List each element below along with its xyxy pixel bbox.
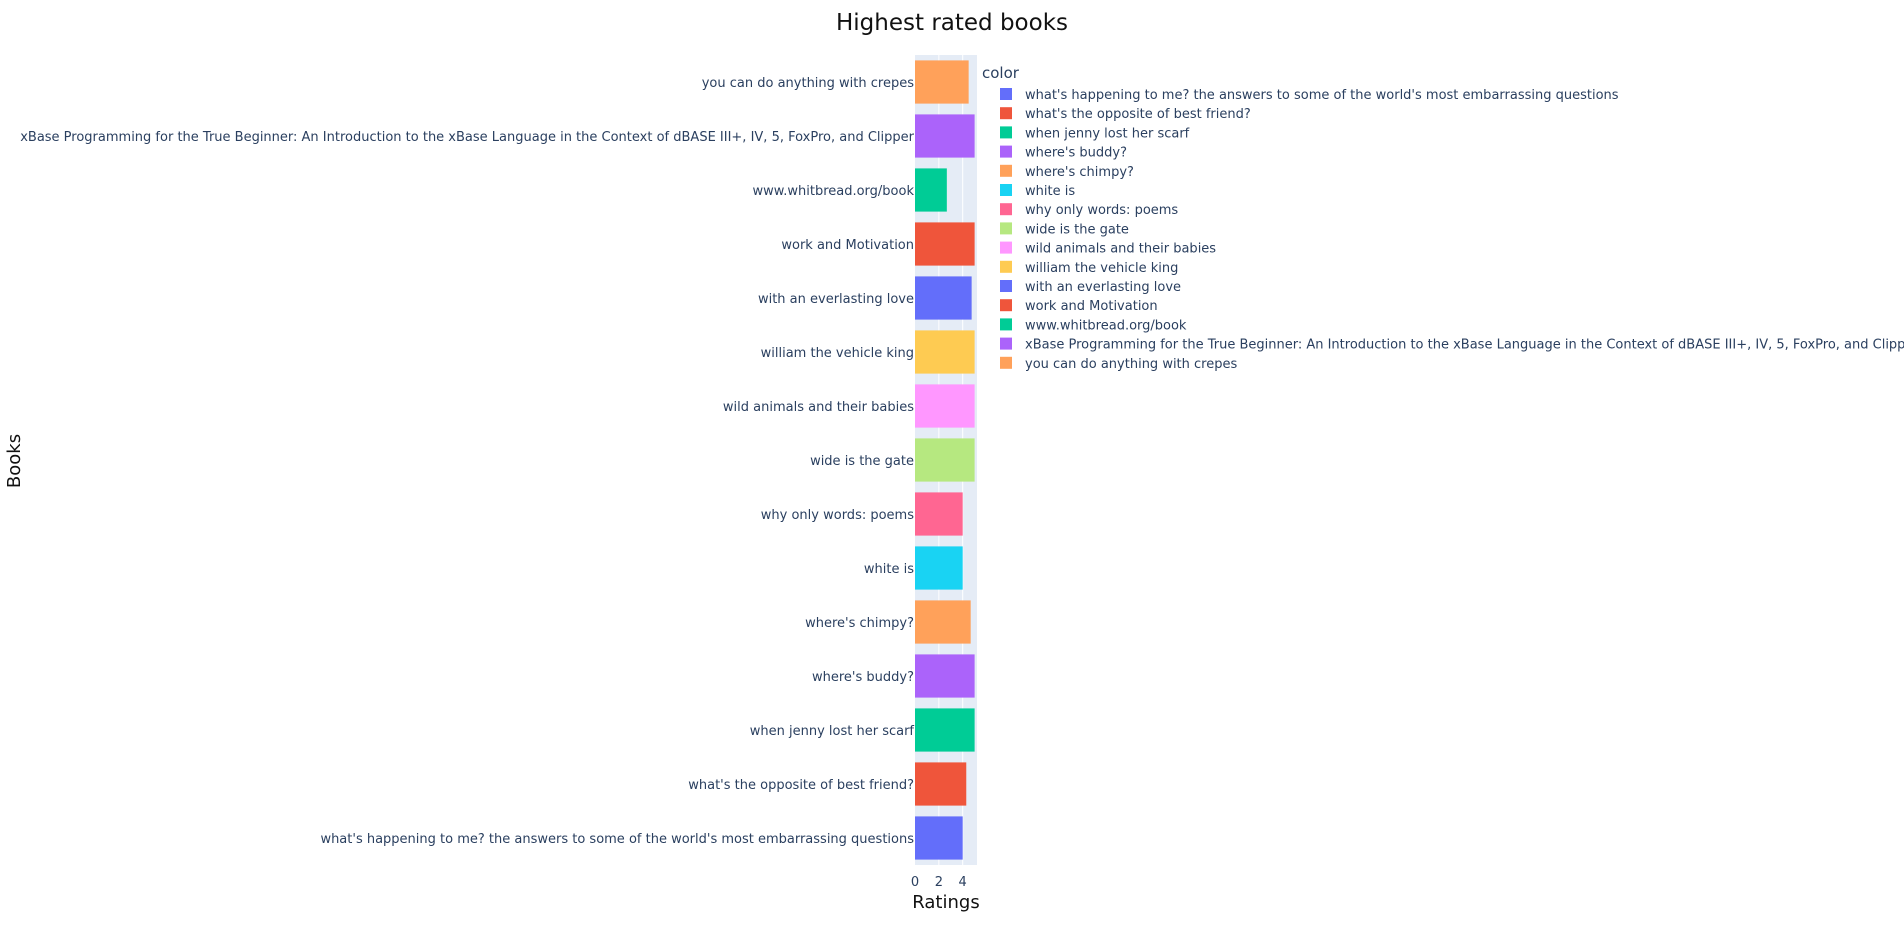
- legend-swatch: [1000, 280, 1012, 292]
- legend-label: you can do anything with crepes: [1025, 357, 1237, 372]
- legend-swatch: [1000, 107, 1012, 120]
- legend-label: why only words: poems: [1025, 203, 1178, 218]
- legend-label: www.whitbread.org/book: [1025, 318, 1187, 333]
- legend-swatch: [1000, 299, 1012, 312]
- legend-swatch: [1000, 88, 1012, 100]
- bar[interactable]: [915, 114, 975, 158]
- legend-swatch: [1000, 203, 1012, 216]
- legend-label: william the vehicle king: [1025, 261, 1178, 276]
- bar[interactable]: [915, 222, 975, 266]
- legend: color what's happening to me? the answer…: [982, 64, 1904, 372]
- legend-item[interactable]: with an everlasting love: [1000, 280, 1181, 295]
- legend-item[interactable]: wild animals and their babies: [1000, 241, 1216, 257]
- x-tick-label: 2: [935, 875, 943, 890]
- legend-item[interactable]: william the vehicle king: [1000, 260, 1178, 276]
- bar[interactable]: [915, 654, 975, 698]
- category-label: wide is the gate: [810, 454, 914, 469]
- bar[interactable]: [915, 276, 972, 320]
- bar[interactable]: [915, 492, 963, 536]
- bar[interactable]: [915, 708, 975, 752]
- bar[interactable]: [915, 438, 975, 482]
- legend-swatch: [1000, 184, 1012, 196]
- legend-item[interactable]: www.whitbread.org/book: [1000, 318, 1187, 333]
- bar[interactable]: [915, 546, 963, 590]
- bar[interactable]: [915, 600, 971, 644]
- legend-item[interactable]: what's happening to me? the answers to s…: [1000, 88, 1619, 103]
- category-label: wild animals and their babies: [723, 400, 914, 415]
- chart-title: Highest rated books: [836, 10, 1068, 36]
- category-label: www.whitbread.org/book: [753, 184, 915, 199]
- category-label: xBase Programming for the True Beginner:…: [20, 130, 914, 145]
- legend-swatch: [1000, 145, 1012, 158]
- legend-item[interactable]: where's buddy?: [1000, 145, 1127, 161]
- category-label: what's the opposite of best friend?: [688, 778, 914, 793]
- category-label: white is: [864, 562, 914, 577]
- bar[interactable]: [915, 330, 975, 374]
- category-label: work and Motivation: [781, 238, 914, 253]
- legend-swatch: [1000, 222, 1012, 235]
- x-tick-label: 0: [911, 875, 919, 890]
- legend-label: white is: [1025, 184, 1075, 199]
- legend-swatch: [1000, 318, 1012, 331]
- category-label: where's buddy?: [812, 670, 914, 685]
- legend-label: work and Motivation: [1025, 299, 1158, 314]
- bar[interactable]: [915, 168, 947, 212]
- category-label: where's chimpy?: [805, 616, 914, 631]
- legend-item[interactable]: you can do anything with crepes: [1000, 356, 1237, 372]
- legend-swatch: [1000, 337, 1012, 350]
- legend-label: xBase Programming for the True Beginner:…: [1025, 338, 1904, 353]
- legend-label: what's happening to me? the answers to s…: [1025, 88, 1619, 103]
- legend-label: wild animals and their babies: [1025, 242, 1216, 257]
- category-label: william the vehicle king: [761, 346, 914, 361]
- legend-swatch: [1000, 164, 1012, 177]
- category-label: what's happening to me? the answers to s…: [320, 832, 914, 847]
- legend-label: what's the opposite of best friend?: [1025, 107, 1251, 122]
- legend-item[interactable]: what's the opposite of best friend?: [1000, 107, 1251, 122]
- x-tick-label: 4: [959, 875, 967, 890]
- legend-item[interactable]: when jenny lost her scarf: [1000, 126, 1190, 141]
- legend-swatch: [1000, 241, 1012, 254]
- legend-item[interactable]: work and Motivation: [1000, 299, 1158, 314]
- legend-swatch: [1000, 260, 1012, 273]
- bar[interactable]: [915, 60, 969, 104]
- legend-title: color: [982, 64, 1020, 82]
- legend-label: where's chimpy?: [1025, 165, 1134, 180]
- bar[interactable]: [915, 816, 963, 860]
- legend-label: where's buddy?: [1025, 146, 1127, 161]
- legend-label: when jenny lost her scarf: [1025, 126, 1190, 141]
- y-axis-label: Books: [4, 434, 25, 488]
- category-label: why only words: poems: [761, 508, 914, 523]
- legend-swatch: [1000, 126, 1012, 139]
- legend-label: wide is the gate: [1025, 222, 1129, 237]
- category-label: with an everlasting love: [758, 292, 914, 307]
- category-label: you can do anything with crepes: [702, 76, 914, 91]
- legend-swatch: [1000, 356, 1012, 369]
- legend-item[interactable]: xBase Programming for the True Beginner:…: [1000, 337, 1904, 353]
- bar[interactable]: [915, 762, 967, 806]
- legend-item[interactable]: why only words: poems: [1000, 203, 1178, 218]
- category-label: when jenny lost her scarf: [750, 724, 915, 739]
- legend-item[interactable]: white is: [1000, 184, 1075, 199]
- legend-item[interactable]: wide is the gate: [1000, 222, 1129, 237]
- legend-item[interactable]: where's chimpy?: [1000, 164, 1134, 180]
- x-axis-label: Ratings: [912, 892, 979, 913]
- bar[interactable]: [915, 384, 975, 428]
- legend-label: with an everlasting love: [1025, 280, 1181, 295]
